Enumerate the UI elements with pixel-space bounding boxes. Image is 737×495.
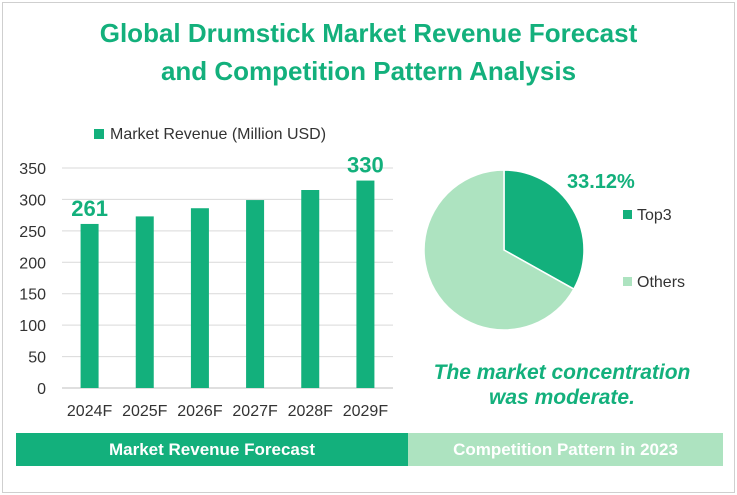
x-tick-label: 2028F bbox=[288, 403, 334, 420]
pie-slice-others bbox=[423, 169, 575, 331]
title-line-2: and Competition Pattern Analysis bbox=[160, 56, 577, 86]
bar-2027F bbox=[246, 200, 265, 388]
chart-title: Global Drumstick Market Revenue Forecast… bbox=[0, 14, 737, 90]
bar-2028F bbox=[301, 190, 320, 388]
bar-2029F bbox=[356, 180, 375, 388]
footer-pie-chart-label: Competition Pattern in 2023 bbox=[408, 433, 723, 466]
legend-label: Market Revenue (Million USD) bbox=[110, 126, 326, 143]
x-tick-label: 2027F bbox=[232, 403, 278, 420]
data-label: 261 bbox=[71, 196, 108, 221]
x-tick-label: 2024F bbox=[67, 403, 113, 420]
y-tick-label: 50 bbox=[28, 350, 46, 367]
y-tick-label: 250 bbox=[19, 224, 46, 241]
pie-data-label: 33.12% bbox=[567, 171, 635, 193]
bar-2025F bbox=[135, 216, 154, 388]
data-label: 330 bbox=[347, 153, 384, 178]
footer-bar-chart-label: Market Revenue Forecast bbox=[16, 433, 408, 466]
pie-slice-top3 bbox=[503, 169, 585, 291]
y-tick-label: 350 bbox=[19, 161, 46, 178]
x-tick-label: 2025F bbox=[122, 403, 168, 420]
legend-swatch bbox=[94, 129, 104, 139]
y-tick-label: 100 bbox=[19, 318, 46, 335]
bar-2026F bbox=[190, 208, 209, 388]
y-tick-label: 0 bbox=[37, 381, 46, 398]
y-tick-label: 150 bbox=[19, 287, 46, 304]
conclusion-note: The market concentration was moderate. bbox=[433, 361, 691, 409]
bar-2024F bbox=[80, 223, 99, 388]
x-tick-label: 2029F bbox=[343, 403, 389, 420]
y-tick-label: 300 bbox=[19, 192, 46, 209]
pie-legend-label: Others bbox=[637, 274, 685, 291]
y-tick-label: 200 bbox=[19, 255, 46, 272]
pie-legend-label: Top3 bbox=[637, 207, 672, 224]
title-line-1: Global Drumstick Market Revenue Forecast bbox=[99, 18, 638, 48]
pie-legend-swatch bbox=[623, 277, 632, 286]
pie-legend-swatch bbox=[623, 210, 632, 219]
x-tick-label: 2026F bbox=[177, 403, 223, 420]
